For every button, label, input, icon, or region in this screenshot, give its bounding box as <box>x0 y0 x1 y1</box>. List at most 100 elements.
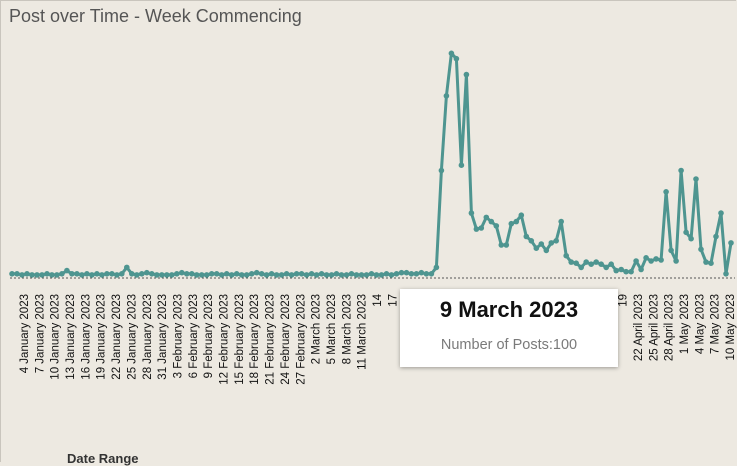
data-point[interactable] <box>29 272 35 278</box>
data-point[interactable] <box>418 269 425 276</box>
data-point[interactable] <box>483 214 490 221</box>
data-point[interactable] <box>69 271 75 277</box>
data-point[interactable] <box>673 258 679 264</box>
data-point[interactable] <box>218 272 225 278</box>
data-point[interactable] <box>129 271 135 277</box>
data-point[interactable] <box>388 272 395 278</box>
data-point[interactable] <box>688 235 694 242</box>
data-point[interactable] <box>99 272 105 278</box>
data-point[interactable] <box>313 272 320 278</box>
data-point[interactable] <box>393 271 400 277</box>
data-point[interactable] <box>263 272 270 278</box>
data-point[interactable] <box>538 241 545 247</box>
data-point[interactable] <box>193 272 200 278</box>
data-point[interactable] <box>243 272 250 278</box>
data-point[interactable] <box>458 162 465 168</box>
data-point[interactable] <box>233 271 240 277</box>
data-point[interactable] <box>508 220 515 227</box>
data-point[interactable] <box>573 260 579 267</box>
data-point[interactable] <box>238 272 245 278</box>
data-point[interactable] <box>608 261 614 268</box>
data-point[interactable] <box>603 264 609 271</box>
points-layer[interactable] <box>9 50 734 278</box>
data-point[interactable] <box>169 272 175 278</box>
data-point[interactable] <box>54 272 60 278</box>
data-point[interactable] <box>598 261 604 268</box>
data-point[interactable] <box>718 210 724 216</box>
data-point[interactable] <box>198 272 205 278</box>
data-point[interactable] <box>653 256 659 262</box>
data-point[interactable] <box>678 167 684 174</box>
data-point[interactable] <box>208 271 215 277</box>
data-point[interactable] <box>373 272 380 278</box>
data-point[interactable] <box>443 93 450 99</box>
data-point[interactable] <box>383 271 390 277</box>
data-point[interactable] <box>293 271 300 277</box>
data-point[interactable] <box>59 271 65 277</box>
data-point[interactable] <box>9 271 15 277</box>
data-point[interactable] <box>683 229 689 236</box>
data-point[interactable] <box>348 271 355 277</box>
data-point[interactable] <box>203 272 210 278</box>
data-point[interactable] <box>428 271 435 277</box>
data-point[interactable] <box>658 257 664 263</box>
data-point[interactable] <box>253 269 260 276</box>
data-point[interactable] <box>368 271 375 277</box>
data-point[interactable] <box>114 272 120 278</box>
data-point[interactable] <box>518 212 525 218</box>
data-point[interactable] <box>713 233 719 240</box>
data-point[interactable] <box>648 258 654 264</box>
data-point[interactable] <box>119 271 125 277</box>
data-point[interactable] <box>288 272 295 278</box>
data-point[interactable] <box>613 267 619 274</box>
data-point[interactable] <box>268 271 275 277</box>
data-point[interactable] <box>698 246 704 253</box>
data-point[interactable] <box>558 218 564 225</box>
data-point[interactable] <box>338 272 345 278</box>
data-point[interactable] <box>638 266 644 273</box>
data-point[interactable] <box>34 272 40 278</box>
data-point[interactable] <box>523 233 530 240</box>
data-point[interactable] <box>189 271 195 277</box>
data-point[interactable] <box>223 271 230 277</box>
data-point[interactable] <box>708 260 714 267</box>
data-point[interactable] <box>378 272 385 278</box>
data-point[interactable] <box>323 272 330 278</box>
data-point[interactable] <box>64 267 70 274</box>
data-point[interactable] <box>488 218 495 225</box>
data-point[interactable] <box>568 259 574 265</box>
data-point[interactable] <box>528 238 535 244</box>
data-point[interactable] <box>543 247 550 254</box>
data-point[interactable] <box>144 269 150 276</box>
data-point[interactable] <box>668 247 674 254</box>
data-point[interactable] <box>308 271 315 277</box>
data-point[interactable] <box>358 272 365 278</box>
data-point[interactable] <box>134 272 140 278</box>
data-point[interactable] <box>363 272 370 278</box>
data-point[interactable] <box>548 240 555 246</box>
data-point[interactable] <box>633 258 639 264</box>
data-point[interactable] <box>583 259 589 265</box>
data-point[interactable] <box>139 271 145 277</box>
data-point[interactable] <box>283 271 290 277</box>
data-point[interactable] <box>24 271 30 277</box>
data-point[interactable] <box>89 272 95 278</box>
data-point[interactable] <box>298 271 305 277</box>
data-point[interactable] <box>228 272 235 278</box>
data-point[interactable] <box>124 264 130 271</box>
data-point[interactable] <box>248 271 255 277</box>
data-point[interactable] <box>164 272 170 278</box>
data-point[interactable] <box>74 271 80 277</box>
data-point[interactable] <box>723 271 729 277</box>
data-point[interactable] <box>318 271 325 277</box>
data-point[interactable] <box>413 271 420 277</box>
data-point[interactable] <box>39 272 45 278</box>
data-point[interactable] <box>159 272 165 278</box>
data-point[interactable] <box>728 240 734 246</box>
data-point[interactable] <box>578 264 584 271</box>
data-point[interactable] <box>663 189 669 195</box>
data-point[interactable] <box>273 272 280 278</box>
data-point[interactable] <box>328 272 335 278</box>
data-point[interactable] <box>84 271 90 277</box>
